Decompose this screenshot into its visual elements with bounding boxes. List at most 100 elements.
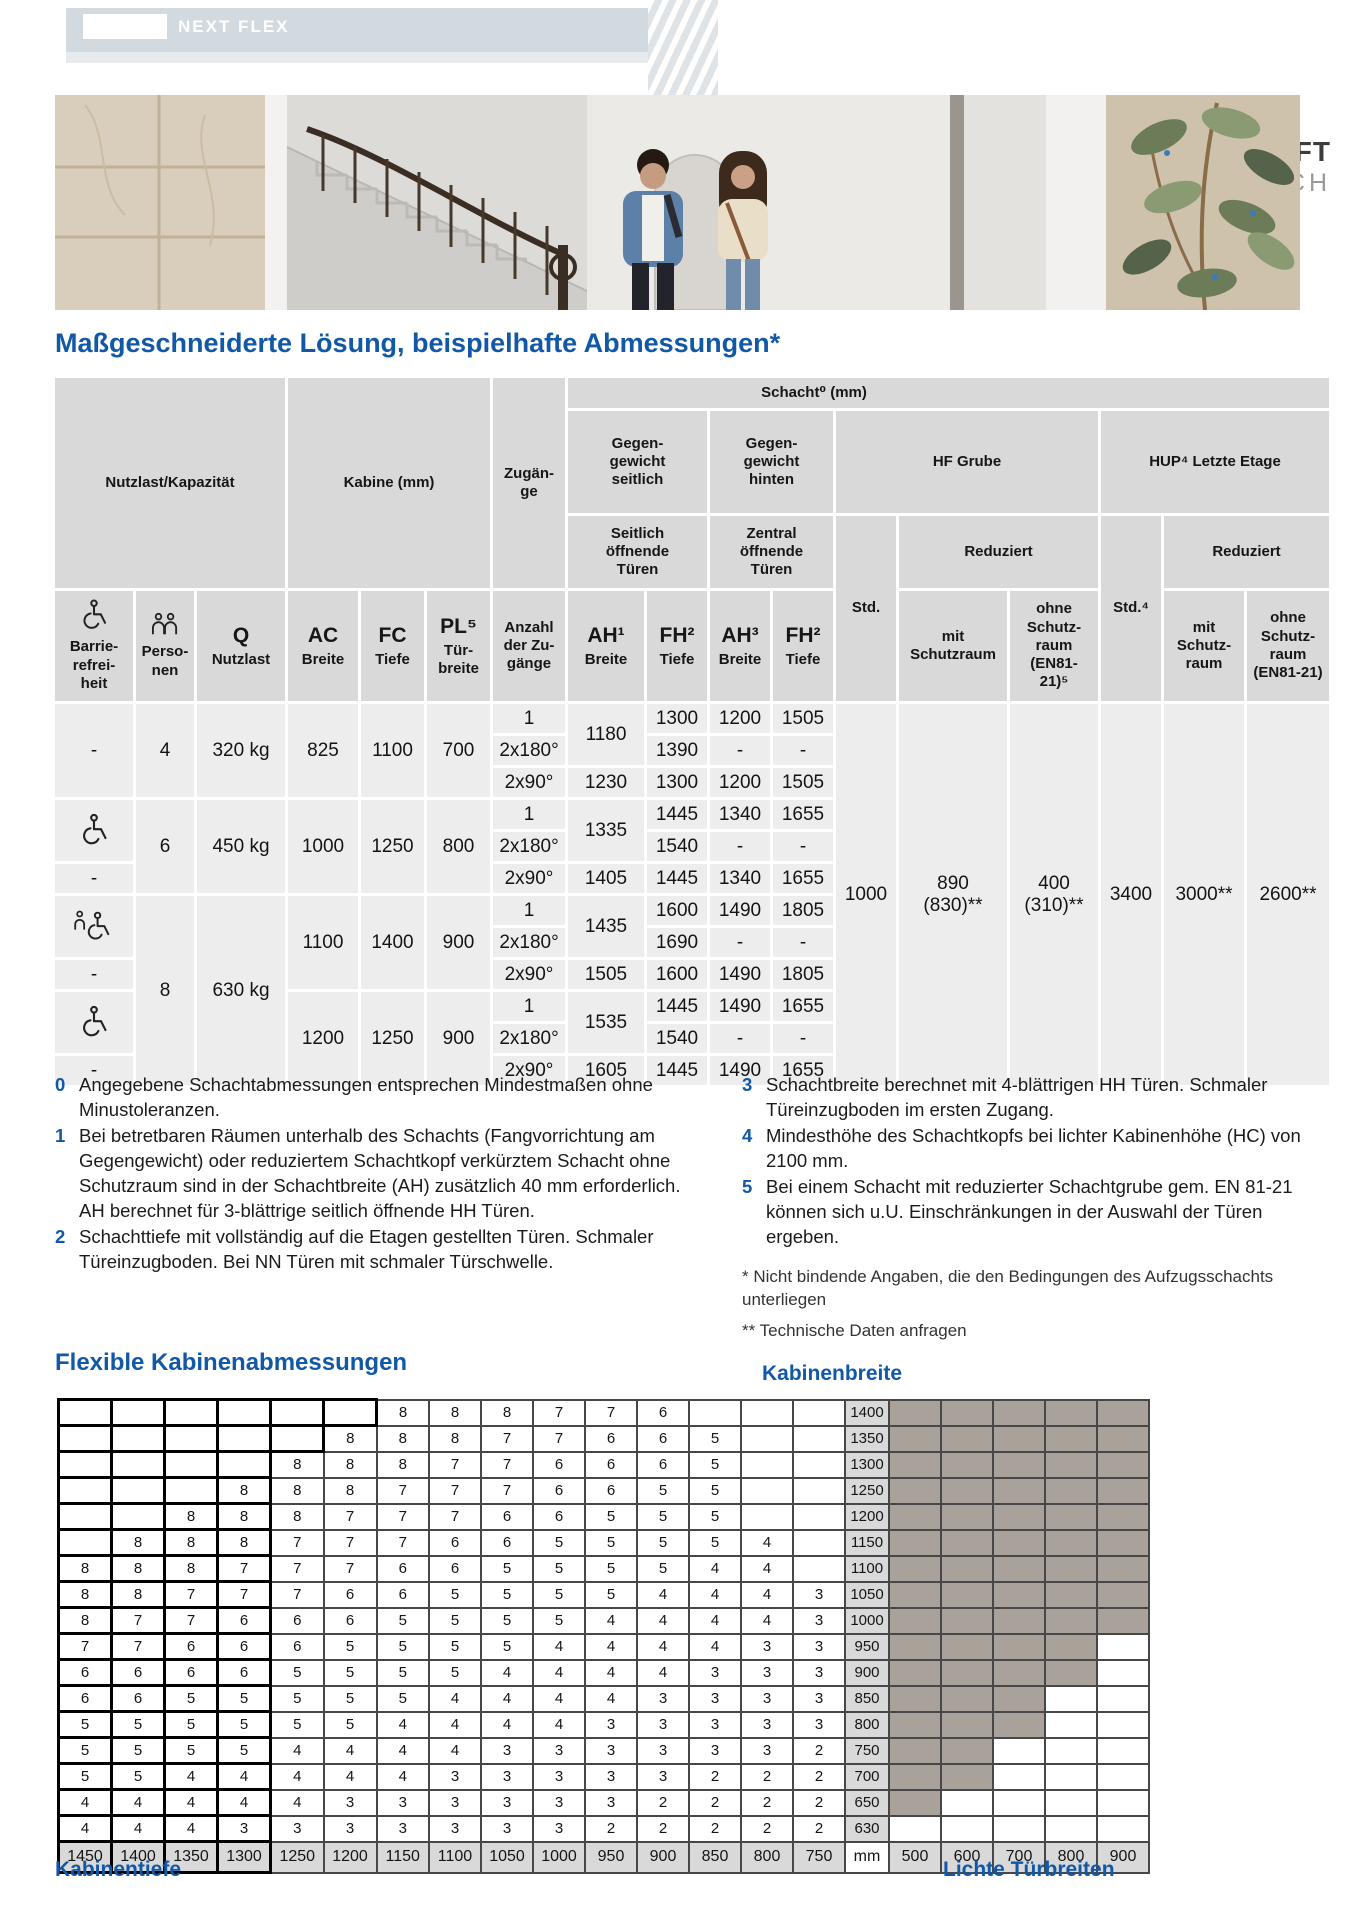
table-cell: 2x90° <box>493 1056 565 1085</box>
matrix-cell <box>57 1528 113 1557</box>
kabinen-matrix: 8 8 8 7 7 6 1400 8 8 8 7 7 6 6 5 1350 8 8 8 7 7 6 6 6 5 1300 8 8 8 7 7… <box>57 1398 1150 1874</box>
door-width-cell <box>1096 1554 1150 1583</box>
barrier-cell: - <box>55 704 133 797</box>
matrix-cell <box>57 1398 113 1427</box>
matrix-cell: 3 <box>792 1658 846 1687</box>
matrix-cell <box>792 1476 846 1505</box>
matrix-cell: 4 <box>375 1762 430 1791</box>
door-width-cell <box>1096 1528 1150 1557</box>
door-width-cell <box>888 1554 942 1583</box>
table-cell: 1390 <box>647 736 707 765</box>
decorative-shape <box>1212 274 1218 280</box>
table-cell: 1405 <box>568 864 644 893</box>
matrix-cell: 2 <box>688 1788 742 1817</box>
door-width-cell <box>1044 1632 1098 1661</box>
door-width-cell <box>940 1606 994 1635</box>
matrix-cell: 8 <box>269 1502 325 1531</box>
matrix-cell: 8 <box>163 1554 219 1583</box>
man-figure <box>623 149 683 310</box>
table-cell: 1805 <box>773 960 833 989</box>
matrix-cell: 4 <box>636 1606 690 1635</box>
table-cell <box>154 612 163 621</box>
matrix-cell: 5 <box>480 1554 534 1583</box>
matrix-cell: 3 <box>532 1762 586 1791</box>
decorative-shape: Bei einem Schacht mit reduzierter Schach… <box>766 1176 1293 1247</box>
matrix-cell: 6 <box>163 1632 219 1661</box>
decorative-shape <box>964 95 1046 310</box>
brand-logo-box <box>83 14 167 39</box>
matrix-cell: 4 <box>163 1762 219 1791</box>
decorative-shape: Schachttiefe mit vollständig auf die Eta… <box>79 1226 654 1272</box>
matrix-cell: 6 <box>110 1684 166 1713</box>
decorative-shape: 8 8 7 7 7 6 6 5 5 5 5 4 4 4 3 1050 <box>57 1580 1150 1609</box>
matrix-cell: 7 <box>163 1606 219 1635</box>
table-cell: 8 <box>136 896 194 1085</box>
matrix-cell: 7 <box>428 1450 482 1479</box>
table-cell: - 2x90° 1505 1600 1490 1805 <box>55 960 1329 989</box>
hup-mit-schutzraum-value: 3000** <box>1164 704 1244 1085</box>
matrix-cell: 5 <box>532 1528 586 1557</box>
kabinenbreite-value: 1200 <box>844 1502 890 1531</box>
table-cell: Tiefe <box>659 650 695 668</box>
table-cell: 1250 <box>361 992 424 1085</box>
table-cell: Q <box>232 624 250 648</box>
table-cell: 900 <box>427 992 490 1085</box>
kabinentiefe-value: 1400 <box>110 1840 166 1874</box>
matrix-cell: 5 <box>110 1736 166 1765</box>
table-cell <box>83 1018 100 1036</box>
door-width-cell <box>940 1398 994 1427</box>
matrix-cell: 4 <box>636 1580 690 1609</box>
kabinenbreite-value: 1000 <box>844 1606 890 1635</box>
footnote: 0 Angegebene Schachtabmessungen entsprech… <box>55 1072 700 1122</box>
matrix-cell <box>688 1398 742 1427</box>
matrix-cell: 6 <box>163 1658 219 1687</box>
decorative-shape <box>1250 210 1256 216</box>
decorative-shape <box>1131 119 1187 155</box>
star-notes: * Nicht bindende Angaben, die den Beding… <box>742 1265 1340 1342</box>
table-cell: 1490 <box>710 992 770 1021</box>
matrix-cell: 8 <box>163 1502 219 1531</box>
matrix-cell: 4 <box>740 1580 794 1609</box>
door-width-cell <box>1044 1554 1098 1583</box>
matrix-cell: 6 <box>532 1476 586 1505</box>
matrix-cell: 5 <box>584 1554 638 1583</box>
matrix-cell: 2 <box>792 1762 846 1791</box>
matrix-cell: 8 <box>216 1528 272 1557</box>
table-cell: 1000 <box>288 800 358 893</box>
table-cell: 1505 <box>773 704 833 733</box>
matrix-cell <box>792 1502 846 1531</box>
footnote: 4 Mindesthöhe des Schachtkopfs bei lichte… <box>742 1123 1340 1173</box>
matrix-cell: 4 <box>480 1684 534 1713</box>
table-cell: - <box>710 736 770 765</box>
decorative-shape <box>321 135 549 295</box>
door-width-cell <box>1044 1606 1098 1635</box>
door-width-cell <box>888 1606 942 1635</box>
matrix-cell: 2 <box>584 1814 638 1843</box>
table-cell: 1535 <box>568 992 644 1053</box>
table-cell <box>83 826 100 844</box>
door-width-cell <box>888 1476 942 1505</box>
matrix-cell <box>57 1502 113 1531</box>
footnote: 3 Schachtbreite berechnet mit 4-blättrige… <box>742 1072 1340 1122</box>
matrix-cell: 2 <box>688 1814 742 1843</box>
table-cell: 1435 <box>568 896 644 957</box>
table-cell: 900 <box>427 896 490 989</box>
matrix-cell: 5 <box>57 1710 113 1739</box>
header-anzahl-zugaenge: Anzahl der Zu- gänge <box>493 591 565 701</box>
door-width-cell <box>940 1476 994 1505</box>
table-cell: - 4 320 kg 825 1100 700 1 1180 1300 1200… <box>55 704 1329 1085</box>
door-width-cell <box>888 1632 942 1661</box>
kabinentiefe-value: 1450 <box>57 1840 113 1874</box>
table-cell: Tür- breite <box>438 641 479 677</box>
woman-figure <box>718 151 768 310</box>
decorative-shape: 4 <box>742 1125 753 1146</box>
decorative-shape <box>642 195 664 261</box>
matrix-cell <box>740 1450 794 1479</box>
axis-label-kabinentiefe: Kabinentiefe <box>55 1858 182 1881</box>
table-cell <box>87 923 103 939</box>
table-cell: 2x90° <box>493 768 565 797</box>
door-width-cell <box>888 1814 942 1843</box>
table-cell: 1200 <box>710 768 770 797</box>
door-width-cell <box>992 1710 1046 1739</box>
matrix-cell: 4 <box>532 1658 586 1687</box>
